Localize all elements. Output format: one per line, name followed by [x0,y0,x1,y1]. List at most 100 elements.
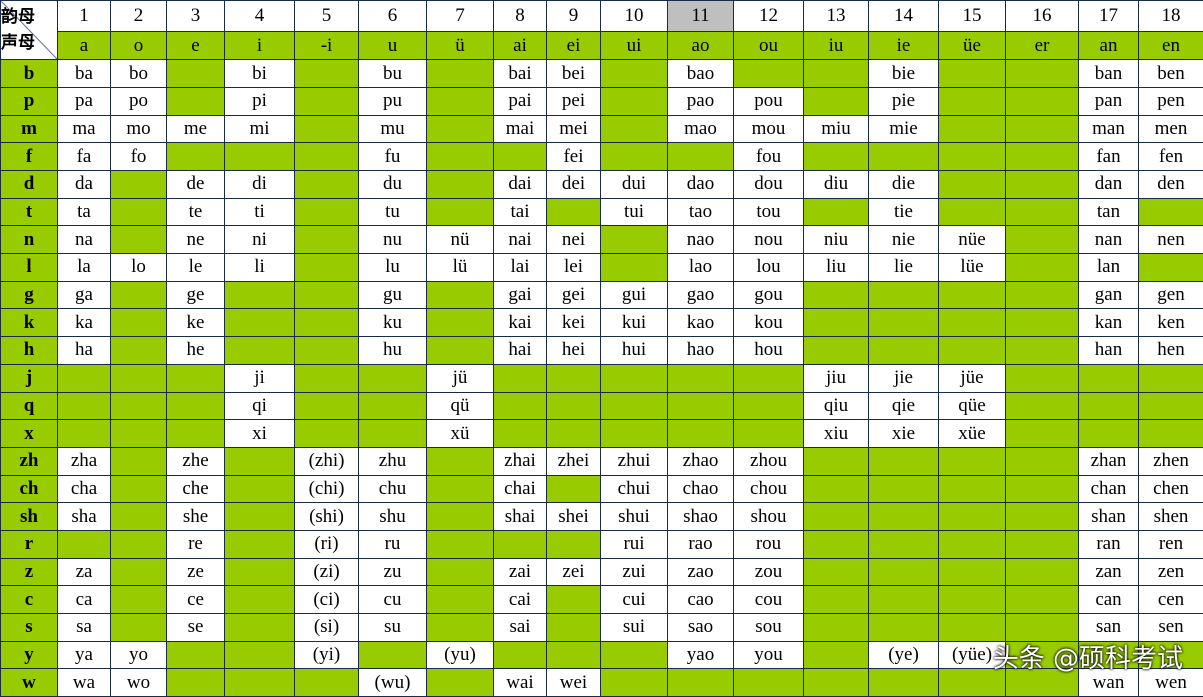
syllable: kou [733,308,804,338]
syllable: can [1078,585,1139,614]
empty-cell [493,142,547,172]
syllable: nie [868,225,939,255]
empty-cell [110,170,167,199]
initial: g [0,280,58,310]
syllable: te [166,197,225,227]
empty-cell [1138,197,1203,227]
empty-cell [358,363,427,393]
syllable: pai [493,87,547,116]
syllable: zhei [546,446,601,476]
syllable: qie [868,391,939,421]
syllable: la [57,253,111,282]
syllable: hou [733,336,804,365]
syllable: gu [358,280,427,310]
empty-cell [803,87,869,116]
empty-cell [1005,612,1079,642]
empty-cell [57,529,111,559]
syllable: qüe [938,391,1006,421]
syllable: tao [667,197,734,227]
initial: sh [0,502,58,531]
empty-cell [803,502,869,531]
syllable: du [358,170,427,199]
syllable: dui [600,170,668,199]
syllable-row: b ba bo bi bu bai bei bao bie ban ben [0,59,1203,89]
syllable: wei [546,668,601,697]
initial: j [0,363,58,393]
empty-cell [938,142,1006,172]
syllable: (zhi) [294,446,359,476]
empty-cell [426,502,494,531]
syllable-row: z za ze (zi) zu zai zei zui zao zou zan zen [0,557,1203,587]
syllable: chui [600,474,668,504]
syllable: dei [546,170,601,199]
empty-cell [938,170,1006,199]
empty-cell [426,308,494,338]
empty-cell [493,363,547,393]
syllable: zou [733,557,804,587]
syllable: hao [667,336,734,365]
syllable: shao [667,502,734,531]
syllable-row: w wa wo (wu) wai wei wan wen [0,668,1203,697]
empty-cell [938,529,1006,559]
initial: q [0,391,58,421]
empty-cell [224,612,295,642]
empty-cell [110,585,167,614]
final: ü [426,30,494,61]
initial: h [0,336,58,365]
empty-cell [1005,391,1079,421]
syllable: wan [1078,668,1139,697]
syllable-row: h ha he hu hai hei hui hao hou han hen [0,336,1203,365]
empty-cell [546,363,601,393]
empty-cell [294,280,359,310]
syllable: zhou [733,446,804,476]
syllable: nüe [938,225,1006,255]
empty-cell [426,59,494,89]
syllable: lan [1078,253,1139,282]
syllable: qi [224,391,295,421]
syllable: rou [733,529,804,559]
empty-cell [110,336,167,365]
empty-cell [166,59,225,89]
empty-cell [938,308,1006,338]
empty-cell [803,557,869,587]
syllable: fa [57,142,111,172]
empty-cell [1005,363,1079,393]
syllable-row: c ca ce (ci) cu cai cui cao cou can cen [0,585,1203,614]
empty-cell [166,640,225,670]
empty-cell [600,142,668,172]
empty-cell [426,529,494,559]
syllable: shu [358,502,427,531]
empty-cell [224,668,295,697]
syllable: die [868,170,939,199]
empty-cell [224,585,295,614]
syllable: fo [110,142,167,172]
initial: m [0,114,58,144]
empty-cell [803,585,869,614]
syllable: pie [868,87,939,116]
syllable: bai [493,59,547,89]
syllable: sha [57,502,111,531]
empty-cell [426,612,494,642]
column-number: 10 [600,0,668,32]
syllable: zu [358,557,427,587]
syllable: cen [1138,585,1203,614]
syllable: bie [868,59,939,89]
empty-cell [426,197,494,227]
syllable: che [166,474,225,504]
finals-row: a o e i -i u ü ai ei ui ao ou iu ie üe er an en [1,30,1203,61]
empty-cell [1005,253,1079,282]
syllable: mu [358,114,427,144]
empty-cell [110,363,167,393]
syllable: zhui [600,446,668,476]
empty-cell [294,419,359,448]
empty-cell [493,391,547,421]
empty-cell [57,391,111,421]
empty-cell [358,640,427,670]
syllable: cao [667,585,734,614]
syllable: hen [1138,336,1203,365]
empty-cell [1005,142,1079,172]
syllable-row: j ji jü jiu jie jüe [0,363,1203,393]
syllable: hui [600,336,668,365]
empty-cell [803,280,869,310]
syllable: mo [110,114,167,144]
